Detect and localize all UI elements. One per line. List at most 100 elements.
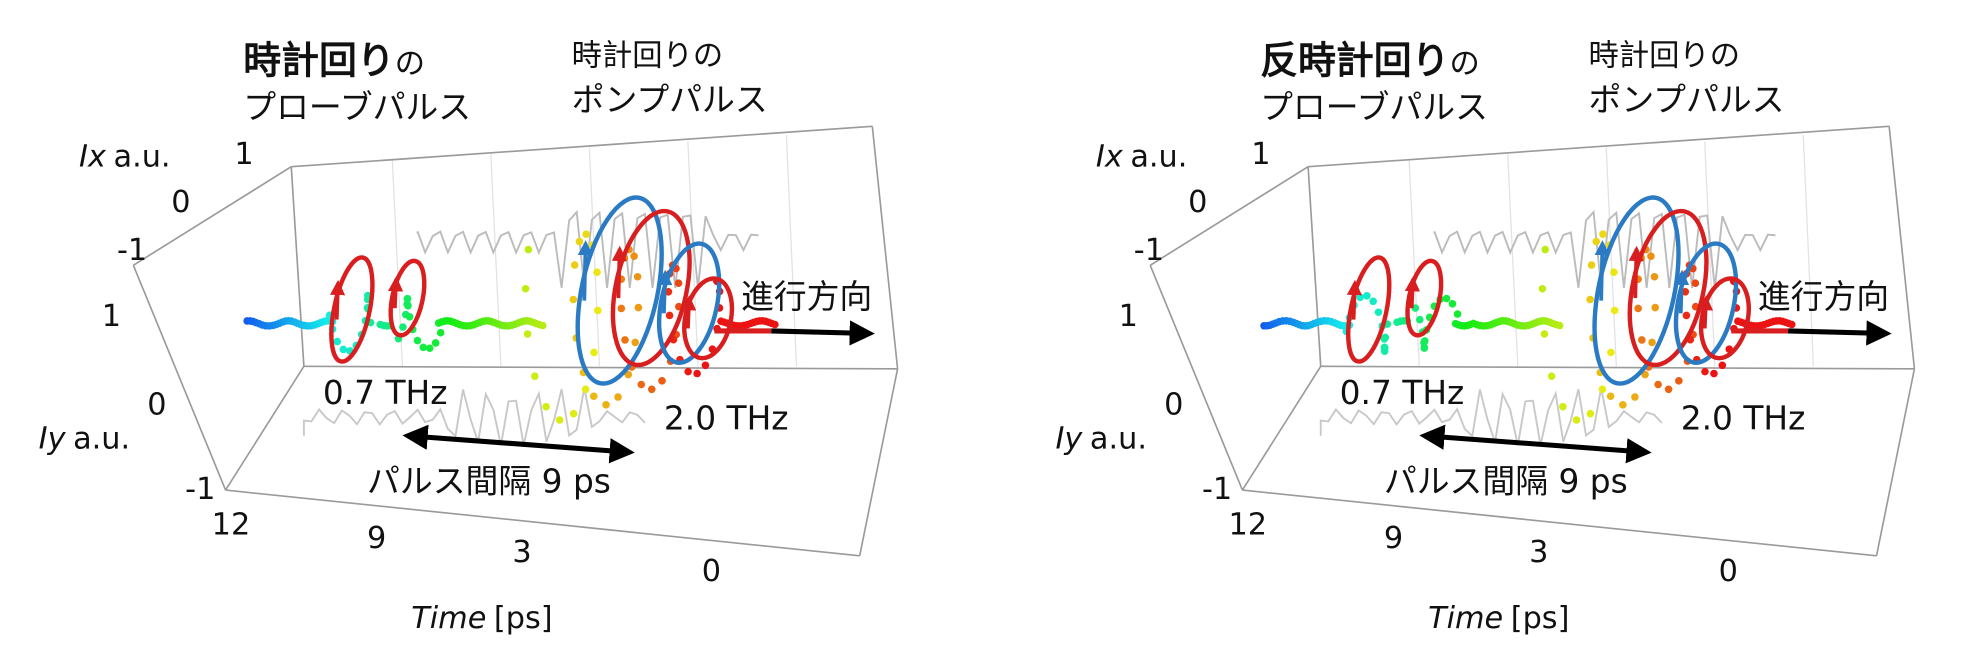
trace-bead <box>1718 361 1727 370</box>
trace-bead <box>1356 293 1364 302</box>
projection <box>1319 387 1663 446</box>
axis-var: Time <box>1428 601 1503 636</box>
trace-bead <box>1651 303 1660 312</box>
time-tick-label: 0 <box>1719 554 1738 589</box>
interval-arrow <box>1419 424 1652 464</box>
box-edge <box>1888 126 1916 369</box>
loop-arrow <box>388 276 404 309</box>
loop <box>1698 276 1751 361</box>
trace-bead <box>1631 393 1639 401</box>
trace-bead <box>1610 306 1619 315</box>
interval-label: パルス間隔 9 ps <box>1384 463 1628 501</box>
trace-bead <box>1541 245 1549 254</box>
loop-arrow <box>1628 245 1644 299</box>
box-edge <box>132 264 227 491</box>
direction-arrow <box>1788 320 1892 346</box>
trace-bead <box>647 385 656 394</box>
trace-bead <box>569 295 578 304</box>
trace-bead <box>1675 377 1683 385</box>
trace-bead <box>637 380 646 389</box>
iy-tick-label: 0 <box>147 387 166 422</box>
loop-arrow <box>1674 269 1690 314</box>
axis-unit: [ps] <box>1511 601 1570 636</box>
ix-tick-label: 1 <box>1251 137 1270 172</box>
grid-line <box>1704 141 1716 367</box>
loop <box>575 195 664 386</box>
grid-line <box>1408 160 1420 367</box>
trace-bead <box>555 416 564 424</box>
trace-bead <box>425 344 434 353</box>
trace-bead <box>1555 321 1564 330</box>
interval-arrow <box>402 424 635 464</box>
freq-high: 2.0 THz <box>664 399 789 437</box>
trace-bead <box>1634 304 1642 313</box>
ix-tick-label: 0 <box>171 185 190 220</box>
trace-bead <box>1420 343 1429 352</box>
trace-bead <box>1787 320 1796 329</box>
time-tick-label: 3 <box>1529 535 1548 570</box>
grid-line <box>588 147 601 367</box>
trace-bead <box>593 268 601 276</box>
box-edge <box>1307 166 1322 367</box>
time-axis-label: Time [ps] <box>411 601 552 636</box>
projection <box>1433 209 1776 289</box>
trace-bead <box>521 284 530 293</box>
trace-bead <box>665 311 674 320</box>
grid-line <box>1802 135 1814 367</box>
box-edge <box>1149 166 1309 266</box>
iy-axis-label: Iy a.u. <box>39 421 130 456</box>
trace-bead <box>1586 295 1594 304</box>
loop-arrow <box>1404 276 1420 309</box>
title-suffix: の <box>1449 46 1479 81</box>
trace-bead <box>602 401 610 409</box>
grid-line <box>687 141 699 367</box>
projection <box>416 209 759 289</box>
title-emphasis: 時計回り <box>243 38 395 82</box>
grid-line <box>490 154 502 367</box>
trace-bead <box>431 339 440 347</box>
time-tick-label: 12 <box>212 507 251 542</box>
loop <box>656 241 722 365</box>
loop <box>1405 258 1444 338</box>
trace-bead <box>1598 385 1607 394</box>
trace-bead <box>1421 337 1429 345</box>
trace-bead <box>1701 367 1709 376</box>
ix-axis-label: Ix a.u. <box>79 140 170 175</box>
trace-bead <box>684 367 692 376</box>
trace-bead <box>674 279 683 287</box>
trace-bead <box>693 369 701 378</box>
trace-bead <box>569 409 578 418</box>
trace-bead <box>1586 409 1595 418</box>
title: 反時計回りの <box>1260 38 1480 82</box>
trace-bead <box>1381 333 1390 342</box>
loop <box>1346 255 1392 364</box>
box-edge <box>224 365 305 491</box>
trace-bead <box>590 392 598 401</box>
trace-bead <box>403 295 412 304</box>
grid-line <box>391 160 404 367</box>
box-edge <box>871 126 899 369</box>
trace-bead <box>1607 348 1615 357</box>
trace-bead <box>413 336 422 345</box>
box-edge <box>1241 365 1322 491</box>
axis-unit: a.u. <box>73 421 130 456</box>
pump-label: ポンプパルス <box>1589 81 1785 119</box>
title: 時計回りの <box>243 38 425 82</box>
box-edge <box>303 365 898 370</box>
iy-tick-label: -1 <box>185 472 215 507</box>
ix-tick-label: 1 <box>234 137 253 172</box>
trace-bead <box>1654 380 1662 389</box>
trace-bead <box>1559 402 1567 411</box>
trace-bead <box>1710 369 1718 378</box>
trace-bead <box>1547 372 1556 380</box>
loop <box>329 255 375 364</box>
trace-bead <box>658 377 666 385</box>
freq-low: 0.7 THz <box>1340 374 1465 412</box>
axis-var: Ix <box>79 140 107 175</box>
trace-bead <box>1592 237 1601 246</box>
projection <box>302 387 646 446</box>
trace-bead <box>405 313 414 321</box>
trace-bead <box>1369 297 1377 306</box>
